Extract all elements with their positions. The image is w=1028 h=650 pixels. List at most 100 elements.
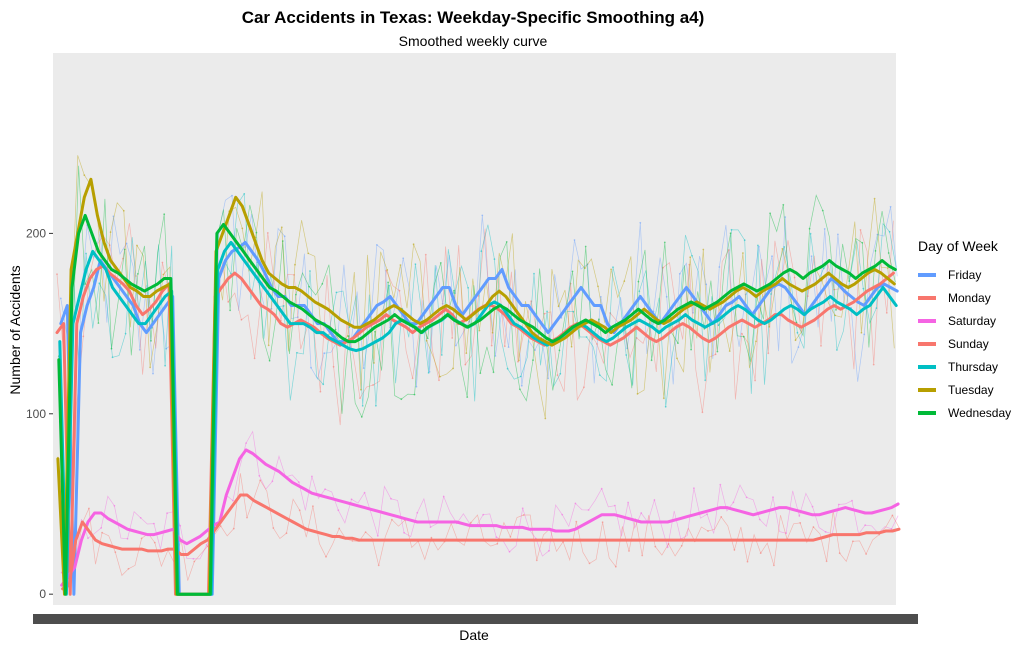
raw-point-tuesday [557, 305, 560, 308]
raw-point-saturday [245, 442, 248, 444]
raw-point-monday [806, 295, 809, 297]
raw-point-sunday [259, 479, 262, 482]
raw-point-saturday [192, 557, 195, 560]
legend-item-wednesday: Wednesday [918, 401, 1011, 424]
raw-point-thursday [506, 367, 509, 370]
raw-point-monday [253, 357, 256, 360]
raw-point-friday [59, 297, 62, 300]
raw-point-tuesday [597, 285, 599, 288]
chart-title: Car Accidents in Texas: Weekday-Specific… [241, 8, 705, 27]
raw-point-sunday [298, 509, 301, 512]
raw-point-tuesday [267, 344, 270, 347]
raw-point-monday [583, 386, 585, 389]
raw-point-friday [784, 216, 787, 218]
raw-point-friday [455, 344, 457, 347]
raw-point-thursday [638, 290, 641, 293]
raw-point-thursday [348, 326, 351, 329]
raw-point-wednesday [255, 231, 258, 234]
raw-point-thursday [322, 383, 325, 386]
legend-item-monday: Monday [918, 286, 1011, 309]
chart-subtitle: Smoothed weekly curve [398, 33, 548, 49]
raw-point-friday [678, 272, 681, 275]
raw-point-saturday [706, 513, 708, 516]
raw-point-sunday [680, 544, 683, 547]
raw-point-wednesday [374, 330, 376, 333]
raw-point-tuesday [768, 326, 771, 328]
raw-point-sunday [825, 560, 828, 563]
raw-point-monday [727, 249, 730, 251]
raw-point-tuesday [676, 357, 678, 360]
raw-point-thursday [414, 263, 417, 265]
raw-point-wednesday [769, 212, 771, 215]
legend-item-tuesday: Tuesday [918, 378, 1011, 401]
raw-point-saturday [508, 550, 511, 553]
raw-point-thursday [757, 244, 759, 247]
raw-point-sunday [799, 522, 802, 524]
raw-point-saturday [614, 504, 616, 507]
raw-point-sunday [391, 518, 393, 521]
raw-point-thursday [704, 379, 707, 382]
raw-point-friday [481, 214, 484, 217]
raw-point-thursday [282, 305, 285, 307]
raw-point-monday [754, 379, 756, 382]
raw-point-thursday [875, 307, 878, 309]
raw-point-wednesday [742, 335, 745, 338]
raw-point-friday [810, 255, 813, 257]
raw-point-friday [152, 372, 154, 375]
raw-point-thursday [730, 228, 733, 231]
legend-swatch [918, 295, 936, 300]
y-axis-label: Number of Accidents [7, 265, 23, 395]
raw-point-wednesday [163, 213, 166, 216]
raw-point-tuesday [412, 243, 415, 246]
y-tick-label: 100 [26, 407, 46, 421]
raw-point-tuesday [465, 352, 468, 355]
raw-point-saturday [824, 531, 827, 533]
legend: Day of Week Friday Monday Saturday Sunday Th… [918, 238, 1011, 424]
raw-point-friday [573, 239, 576, 241]
raw-point-sunday [733, 549, 736, 551]
raw-point-thursday [164, 364, 167, 367]
raw-point-tuesday [280, 226, 283, 229]
raw-point-saturday [666, 546, 669, 549]
raw-point-friday [349, 346, 352, 348]
raw-point-tuesday [452, 367, 454, 370]
raw-point-wednesday [281, 240, 284, 242]
raw-point-saturday [837, 503, 840, 506]
raw-point-monday [635, 337, 638, 339]
raw-point-wednesday [690, 348, 692, 351]
raw-point-saturday [693, 487, 695, 489]
raw-point-wednesday [413, 393, 416, 396]
raw-point-thursday [124, 332, 127, 335]
raw-point-monday [227, 301, 230, 303]
raw-point-sunday [707, 530, 709, 532]
legend-swatch [918, 387, 936, 392]
raw-point-sunday [312, 505, 314, 507]
raw-point-tuesday [136, 244, 138, 247]
raw-point-wednesday [532, 359, 534, 361]
raw-point-saturday [653, 499, 656, 501]
raw-point-sunday [272, 527, 275, 529]
raw-point-monday [108, 244, 111, 247]
raw-point-saturday [390, 497, 392, 500]
raw-point-monday [503, 345, 506, 348]
raw-point-tuesday [860, 331, 863, 334]
raw-point-saturday [627, 501, 629, 504]
raw-point-tuesday [162, 273, 165, 276]
raw-point-saturday [758, 518, 761, 521]
raw-point-saturday [587, 509, 590, 511]
raw-point-sunday [206, 545, 209, 548]
raw-point-monday [82, 335, 85, 338]
raw-point-thursday [375, 404, 377, 407]
raw-point-saturday [113, 504, 116, 507]
raw-point-friday [863, 333, 866, 336]
raw-point-monday [411, 377, 414, 380]
raw-point-friday [876, 233, 879, 236]
raw-point-sunday [377, 564, 380, 567]
raw-point-thursday [625, 354, 628, 356]
raw-line-sunday [62, 473, 900, 589]
raw-point-friday [494, 355, 497, 357]
raw-point-friday [507, 346, 510, 348]
raw-point-wednesday [835, 309, 837, 311]
raw-point-thursday [467, 286, 469, 289]
raw-point-tuesday [83, 174, 86, 177]
